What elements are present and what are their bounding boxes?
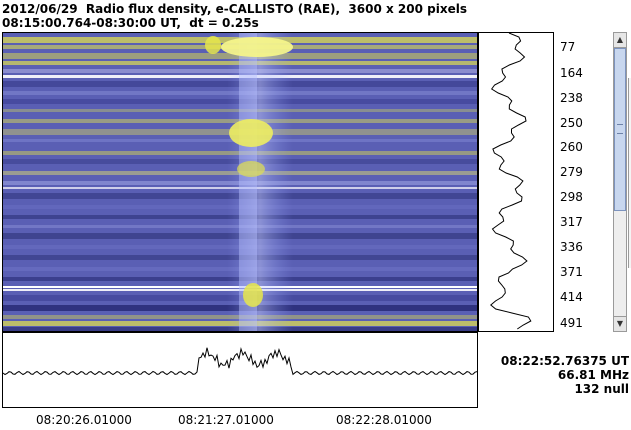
null-count-readout: 132 null [574, 382, 629, 396]
window-side-edge [628, 78, 631, 268]
x-tick-label: 08:22:28.01000 [336, 413, 432, 427]
scroll-down-arrow-icon[interactable]: ▼ [614, 316, 626, 331]
y-tick-label: 279 [560, 165, 583, 179]
scroll-grip-icon [617, 124, 623, 134]
time-profile-plot [2, 346, 478, 376]
y-tick-label: 164 [560, 66, 583, 80]
cursor-time-readout: 08:22:52.76375 UT [500, 354, 629, 368]
y-tick-label: 77 [560, 40, 576, 54]
y-tick-label: 317 [560, 215, 583, 229]
x-tick-label: 08:21:27.01000 [178, 413, 274, 427]
frequency-profile-panel [478, 32, 554, 332]
y-tick-label: 238 [560, 91, 583, 105]
y-tick-label: 260 [560, 140, 583, 154]
time-profile-panel [2, 332, 478, 408]
spectrogram-image [3, 33, 477, 331]
y-tick-label: 491 [560, 316, 583, 330]
vertical-scrollbar[interactable]: ▲ ▼ [613, 32, 627, 332]
window-title-line-1: 2012/06/29 Radio flux density, e-CALLIST… [2, 2, 467, 16]
scroll-thumb[interactable] [614, 48, 626, 211]
y-tick-label: 250 [560, 116, 583, 130]
scroll-up-arrow-icon[interactable]: ▲ [614, 33, 626, 48]
y-tick-label: 336 [560, 240, 583, 254]
y-tick-label: 414 [560, 290, 583, 304]
frequency-profile-plot [490, 32, 532, 330]
window-title-line-2: 08:15:00.764-08:30:00 UT, dt = 0.25s [2, 16, 259, 30]
cursor-frequency-readout: 66.81 MHz [557, 368, 629, 382]
x-tick-label: 08:20:26.01000 [36, 413, 132, 427]
y-tick-label: 371 [560, 265, 583, 279]
y-tick-label: 298 [560, 190, 583, 204]
spectrogram-panel[interactable] [2, 32, 478, 332]
